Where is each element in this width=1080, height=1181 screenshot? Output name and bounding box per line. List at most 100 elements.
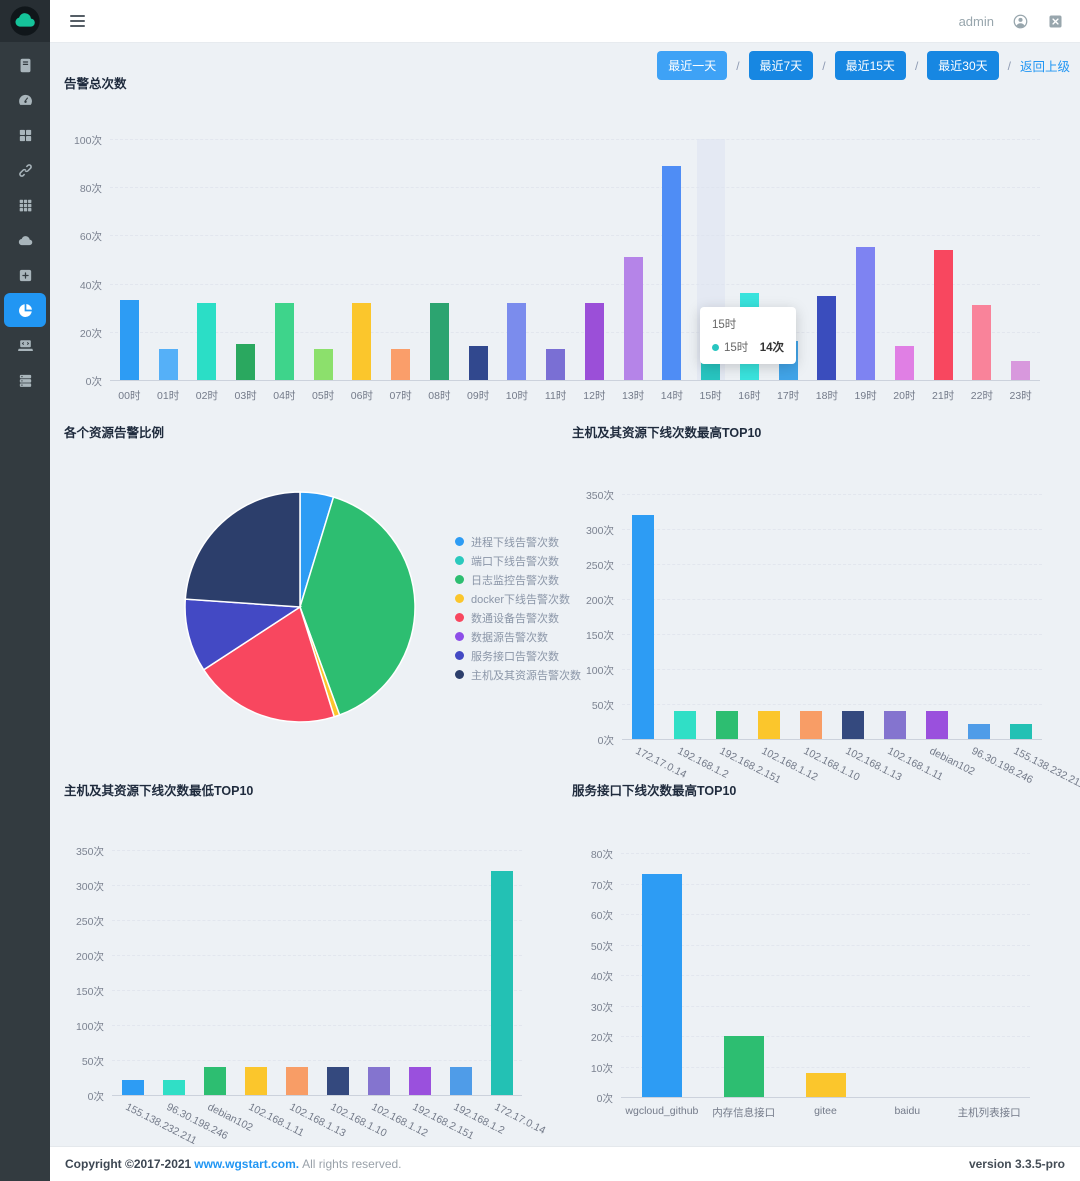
- hourly-bar-21时[interactable]: [933, 249, 953, 380]
- legend-item-数通设备告警次数[interactable]: 数通设备告警次数: [455, 608, 581, 627]
- legend-item-端口下线告警次数[interactable]: 端口下线告警次数: [455, 551, 581, 570]
- sidebar-item-grid-large[interactable]: [4, 118, 46, 152]
- range-button-3[interactable]: 最近15天: [834, 51, 906, 80]
- host-high-bar-96.30.198.246[interactable]: [968, 723, 990, 739]
- hourly-bar-13时[interactable]: [623, 257, 643, 380]
- hourly-bar-22时[interactable]: [972, 305, 992, 380]
- service-high-x-tick-label: wgcloud_github: [625, 1105, 699, 1117]
- host-low-bar-102.168.1.11[interactable]: [244, 1067, 267, 1095]
- range-button-1[interactable]: 最近一天: [657, 51, 728, 80]
- hourly-bar-14时[interactable]: [662, 165, 682, 380]
- host-high-y-tick-label: 300次: [585, 525, 614, 537]
- host-high-bar-102.168.1.10[interactable]: [800, 711, 822, 739]
- legend-item-日志监控告警次数[interactable]: 日志监控告警次数: [455, 570, 581, 589]
- sidebar-item-pie-chart[interactable]: [4, 293, 46, 327]
- hourly-x-tick-label: 20时: [893, 390, 916, 402]
- sidebar-item-dashboard-gauge[interactable]: [4, 83, 46, 117]
- host-high-bar-155.138.232.211[interactable]: [1010, 724, 1032, 739]
- legend-item-进程下线告警次数[interactable]: 进程下线告警次数: [455, 532, 581, 551]
- sidebar-item-grid[interactable]: [4, 188, 46, 222]
- hourly-x-tick-label: 14时: [660, 390, 683, 402]
- resource-ratio-pie-chart: [182, 489, 418, 725]
- host-high-bar-102.168.1.11[interactable]: [884, 711, 906, 739]
- host-high-bar-192.168.1.2[interactable]: [674, 711, 696, 739]
- hourly-bar-01时[interactable]: [158, 348, 178, 380]
- app-logo[interactable]: [0, 0, 50, 42]
- hourly-bar-05时[interactable]: [313, 348, 333, 380]
- host-high-bar-debian102[interactable]: [926, 711, 948, 739]
- service-high-bar-gitee[interactable]: [805, 1072, 846, 1097]
- sidebar-item-link[interactable]: [4, 153, 46, 187]
- site-link[interactable]: www.wgstart.com.: [194, 1157, 300, 1171]
- hourly-bar-08时[interactable]: [429, 302, 449, 380]
- host-low-y-tick-label: 200次: [75, 951, 104, 963]
- host-low-bar-102.168.1.13[interactable]: [285, 1067, 308, 1095]
- host-low-bar-102.168.1.12[interactable]: [367, 1067, 390, 1095]
- host-low-gridline: [112, 885, 522, 886]
- user-circle-icon[interactable]: [1012, 13, 1029, 30]
- host-low-bar-155.138.232.211[interactable]: [121, 1079, 144, 1095]
- sidebar-item-laptop-code[interactable]: [4, 328, 46, 362]
- hourly-bar-20时[interactable]: [894, 346, 914, 380]
- pie-slice-数通设备告警次数[interactable]: [202, 605, 336, 723]
- cloud-logo-icon: [10, 6, 40, 36]
- username-label[interactable]: admin: [958, 13, 994, 29]
- legend-item-docker下线告警次数[interactable]: docker下线告警次数: [455, 589, 581, 608]
- hourly-bar-06时[interactable]: [352, 302, 372, 380]
- sidebar-item-plus-square[interactable]: [4, 258, 46, 292]
- legend-label: 数通设备告警次数: [471, 612, 559, 625]
- hourly-bar-04时[interactable]: [274, 302, 294, 380]
- hourly-bar-12时[interactable]: [584, 302, 604, 380]
- legend-item-数据源告警次数[interactable]: 数据源告警次数: [455, 627, 581, 646]
- host-low-bar-96.30.198.246[interactable]: [162, 1079, 185, 1095]
- host-high-bar-192.168.2.151[interactable]: [716, 711, 738, 739]
- host-low-bar-debian102[interactable]: [203, 1067, 226, 1095]
- service-high-gridline: [621, 1036, 1030, 1037]
- pie-slice-日志监控告警次数[interactable]: [299, 496, 416, 716]
- host-high-bar-102.168.1.13[interactable]: [842, 711, 864, 739]
- hourly-bar-23时[interactable]: [1011, 360, 1031, 380]
- sidebar-item-server[interactable]: [4, 363, 46, 397]
- host-low-bar-192.168.1.2[interactable]: [449, 1067, 472, 1095]
- hourly-bar-19时[interactable]: [856, 247, 876, 380]
- sidebar-item-journal[interactable]: [4, 48, 46, 82]
- hourly-bar-02时[interactable]: [197, 302, 217, 380]
- host-high-gridline: [622, 704, 1042, 705]
- range-button-4[interactable]: 最近30天: [927, 51, 999, 80]
- link-icon: [18, 163, 32, 177]
- copyright-text: Copyright ©2017-2021: [65, 1157, 192, 1171]
- separator: /: [914, 58, 919, 73]
- tooltip-title: 15时: [712, 319, 737, 331]
- hourly-bar-00时[interactable]: [119, 300, 139, 380]
- pie-slice-主机及其资源告警次数[interactable]: [184, 491, 301, 608]
- host-low-bar-192.168.2.151[interactable]: [408, 1067, 431, 1095]
- host-low-bar-102.168.1.10[interactable]: [326, 1067, 349, 1095]
- hourly-bar-09时[interactable]: [468, 346, 488, 380]
- hourly-x-tick-label: 09时: [467, 390, 490, 402]
- host-low-bar-172.17.0.14[interactable]: [490, 871, 513, 1095]
- hourly-y-tick-label: 100次: [73, 135, 102, 147]
- hourly-bar-18时[interactable]: [817, 295, 837, 380]
- service-high-bar-wgcloud_github[interactable]: [641, 874, 682, 1097]
- range-button-2[interactable]: 最近7天: [748, 51, 814, 80]
- logout-close-icon[interactable]: [1047, 13, 1064, 30]
- service-high-x-tick-label: gitee: [814, 1105, 837, 1117]
- hourly-bar-11时[interactable]: [546, 348, 566, 380]
- legend-item-主机及其资源告警次数[interactable]: 主机及其资源告警次数: [455, 665, 581, 684]
- hourly-bar-07时[interactable]: [391, 348, 411, 380]
- host-high-bar-102.168.1.12[interactable]: [758, 711, 780, 739]
- pie-slice-服务接口告警次数[interactable]: [184, 598, 303, 671]
- legend-dot: [455, 613, 464, 622]
- hamburger-menu-icon[interactable]: [70, 15, 85, 30]
- back-link[interactable]: 返回上级: [1019, 60, 1070, 74]
- hourly-gridline: [110, 235, 1040, 237]
- host-high-y-tick-label: 200次: [585, 595, 614, 607]
- legend-item-服务接口告警次数[interactable]: 服务接口告警次数: [455, 646, 581, 665]
- service-high-bar-内存信息接口[interactable]: [723, 1036, 764, 1097]
- hourly-x-tick-label: 18时: [815, 390, 838, 402]
- sidebar-item-cloud[interactable]: [4, 223, 46, 257]
- hourly-bar-10时[interactable]: [507, 302, 527, 380]
- host-high-bar-172.17.0.14[interactable]: [632, 515, 654, 739]
- legend-dot: [455, 594, 464, 603]
- hourly-bar-03时[interactable]: [236, 343, 256, 380]
